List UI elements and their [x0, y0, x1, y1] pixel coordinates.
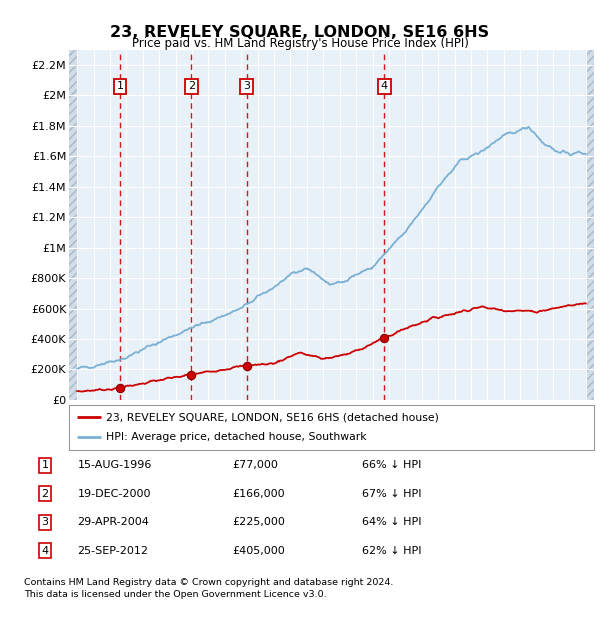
Text: £77,000: £77,000 [233, 461, 278, 471]
Text: £166,000: £166,000 [233, 489, 286, 498]
Bar [586, 50, 594, 400]
Bar [69, 50, 77, 400]
Text: 19-DEC-2000: 19-DEC-2000 [77, 489, 151, 498]
Text: HPI: Average price, detached house, Southwark: HPI: Average price, detached house, Sout… [106, 432, 367, 442]
Text: 4: 4 [41, 546, 49, 556]
Text: 1: 1 [116, 81, 124, 91]
Text: 23, REVELEY SQUARE, LONDON, SE16 6HS: 23, REVELEY SQUARE, LONDON, SE16 6HS [110, 25, 490, 40]
Text: 2: 2 [41, 489, 49, 498]
Text: 3: 3 [243, 81, 250, 91]
Text: 3: 3 [41, 517, 49, 527]
Text: 15-AUG-1996: 15-AUG-1996 [77, 461, 152, 471]
Bar [69, 50, 77, 400]
Text: 4: 4 [381, 81, 388, 91]
Text: £405,000: £405,000 [233, 546, 286, 556]
Text: 25-SEP-2012: 25-SEP-2012 [77, 546, 149, 556]
Text: 66% ↓ HPI: 66% ↓ HPI [362, 461, 422, 471]
Text: 64% ↓ HPI: 64% ↓ HPI [362, 517, 422, 527]
Bar [586, 50, 594, 400]
Text: 67% ↓ HPI: 67% ↓ HPI [362, 489, 422, 498]
Text: £225,000: £225,000 [233, 517, 286, 527]
Text: 29-APR-2004: 29-APR-2004 [77, 517, 149, 527]
Text: Contains HM Land Registry data © Crown copyright and database right 2024.: Contains HM Land Registry data © Crown c… [24, 578, 394, 587]
Text: 1: 1 [41, 461, 49, 471]
Text: 2: 2 [188, 81, 195, 91]
Text: Price paid vs. HM Land Registry's House Price Index (HPI): Price paid vs. HM Land Registry's House … [131, 37, 469, 50]
Text: 23, REVELEY SQUARE, LONDON, SE16 6HS (detached house): 23, REVELEY SQUARE, LONDON, SE16 6HS (de… [106, 412, 439, 422]
Text: This data is licensed under the Open Government Licence v3.0.: This data is licensed under the Open Gov… [24, 590, 326, 600]
Text: 62% ↓ HPI: 62% ↓ HPI [362, 546, 422, 556]
